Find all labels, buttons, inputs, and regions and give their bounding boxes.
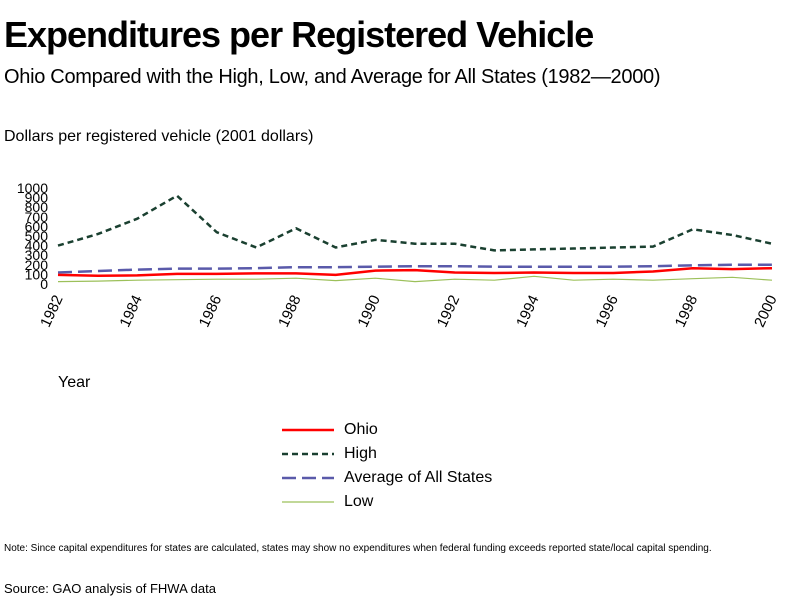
series-lines	[57, 194, 773, 283]
y-tick-label: 800	[25, 199, 49, 215]
legend-item-high: High	[280, 442, 492, 466]
chart-subtitle: Ohio Compared with the High, Low, and Av…	[4, 66, 661, 88]
legend: Ohio High Average of All States Low	[280, 418, 492, 514]
y-tick-label: 200	[25, 257, 49, 273]
series-line-low	[57, 275, 773, 283]
chart-title: Expenditures per Registered Vehicle	[4, 14, 594, 55]
legend-item-low: Low	[280, 490, 492, 514]
x-tick-label: 1990	[354, 293, 384, 330]
x-tick-label: 1982	[37, 293, 67, 330]
x-axis-ticks: 1982 1984 1986 1988 1990 1992 1994 1996 1998 2000	[37, 293, 781, 330]
legend-swatch-ohio	[282, 428, 334, 432]
y-tick-label: 0	[40, 276, 48, 292]
legend-swatch-high	[282, 452, 334, 456]
x-axis-label: Year	[58, 374, 91, 391]
x-tick-label: 2000	[751, 293, 781, 330]
x-tick-label: 1992	[434, 293, 464, 330]
series-line-high	[57, 194, 773, 252]
legend-label-high: High	[344, 445, 377, 462]
y-tick-label: 300	[25, 247, 49, 263]
legend-item-ohio: Ohio	[280, 418, 492, 442]
x-tick-label: 1988	[275, 293, 305, 330]
legend-swatch-low	[282, 501, 334, 503]
x-tick-label: 1986	[196, 293, 226, 330]
legend-label-ohio: Ohio	[344, 421, 378, 438]
y-tick-label: 500	[25, 228, 49, 244]
legend-swatch-average	[282, 476, 334, 480]
legend-label-low: Low	[344, 493, 374, 510]
y-axis-label: Dollars per registered vehicle (2001 dol…	[4, 128, 314, 145]
x-tick-label: 1984	[116, 293, 146, 330]
y-tick-label: 900	[25, 190, 49, 206]
y-tick-label: 1000	[17, 180, 48, 196]
y-tick-label: 600	[25, 218, 49, 234]
y-tick-label: 700	[25, 209, 49, 225]
x-tick-label: 1996	[592, 293, 622, 330]
y-tick-label: 100	[25, 266, 49, 282]
source-note: Source: GAO analysis of FHWA data	[4, 581, 216, 596]
y-tick-label: 400	[25, 238, 49, 254]
x-tick-label: 1994	[513, 293, 543, 330]
series-line-ohio	[57, 266, 773, 278]
footnote: Note: Since capital expenditures for sta…	[4, 543, 712, 554]
legend-label-average: Average of All States	[344, 469, 493, 486]
legend-item-average: Average of All States	[280, 466, 492, 490]
x-tick-label: 1998	[672, 293, 702, 330]
